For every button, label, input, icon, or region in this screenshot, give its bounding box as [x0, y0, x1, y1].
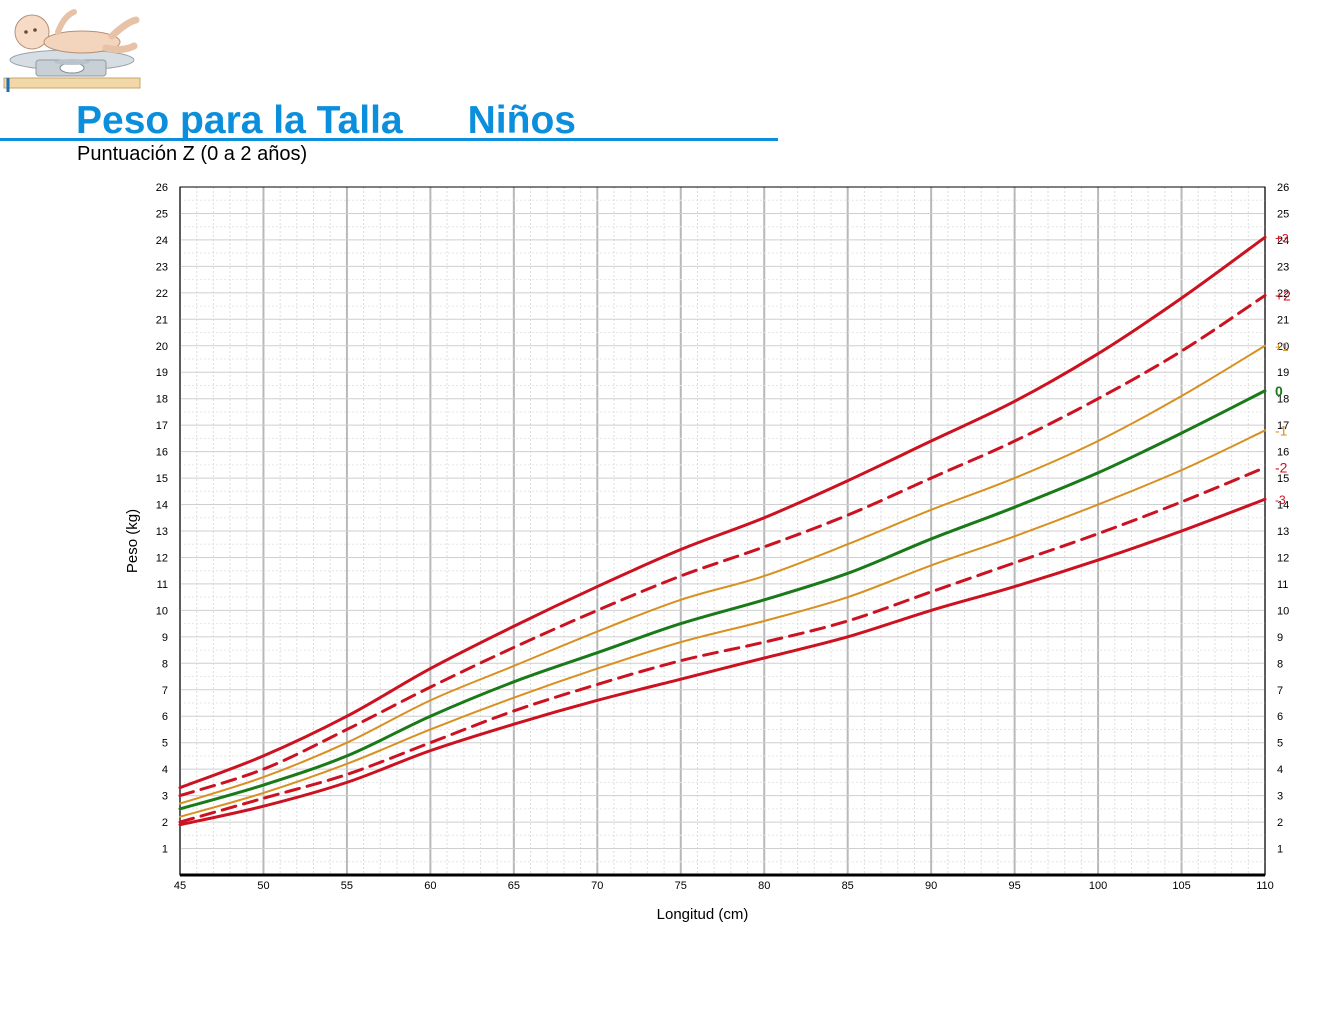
y-tick-label-left: 24	[156, 235, 168, 247]
series-label: +2	[1275, 287, 1291, 303]
x-tick-label: 65	[508, 880, 520, 892]
y-tick-label-left: 5	[162, 738, 168, 750]
x-tick-label: 100	[1089, 880, 1107, 892]
x-axis-label: Longitud (cm)	[657, 906, 749, 923]
y-tick-label-right: 22	[1277, 288, 1289, 300]
y-tick-label-right: 4	[1277, 764, 1283, 776]
y-tick-label-right: 5	[1277, 738, 1283, 750]
y-tick-label-left: 8	[162, 658, 168, 670]
y-tick-label-right: 3	[1277, 791, 1283, 803]
y-tick-label-right: 6	[1277, 711, 1283, 723]
series-label: +3	[1275, 231, 1289, 245]
y-tick-label-right: 15	[1277, 473, 1289, 485]
page-subtitle: Puntuación Z (0 a 2 años)	[77, 143, 308, 165]
y-tick-label-left: 7	[162, 685, 168, 697]
x-tick-label: 105	[1172, 880, 1190, 892]
x-tick-label: 75	[675, 880, 687, 892]
y-tick-label-left: 18	[156, 394, 168, 406]
series-line	[179, 429, 1266, 818]
baby-on-scale-icon	[3, 9, 141, 92]
y-tick-label-left: 23	[156, 261, 168, 273]
y-tick-label-left: 19	[156, 367, 168, 379]
y-tick-label-left: 21	[156, 314, 168, 326]
y-axis-label: Peso (kg)	[124, 509, 141, 573]
y-tick-label-left: 6	[162, 711, 168, 723]
y-tick-label-left: 26	[156, 182, 168, 194]
y-tick-label-right: 9	[1277, 632, 1283, 644]
series-label: 0	[1275, 383, 1283, 399]
y-tick-label-left: 17	[156, 420, 168, 432]
x-tick-label: 60	[424, 880, 436, 892]
series-line	[178, 235, 1267, 790]
y-tick-label-left: 22	[156, 288, 168, 300]
title-underline	[0, 138, 778, 141]
series-line	[178, 465, 1267, 824]
y-tick-label-right: 19	[1277, 367, 1289, 379]
series-line	[178, 497, 1267, 827]
series-label: -3	[1275, 493, 1286, 507]
y-tick-label-left: 9	[162, 632, 168, 644]
y-tick-label-left: 4	[162, 764, 168, 776]
y-tick-label-right: 10	[1277, 605, 1289, 617]
y-tick-label-left: 25	[156, 208, 168, 220]
x-tick-label: 95	[1008, 880, 1020, 892]
y-tick-label-left: 12	[156, 552, 168, 564]
x-tick-label: 110	[1256, 880, 1274, 892]
y-tick-label-left: 16	[156, 447, 168, 459]
y-tick-label-left: 10	[156, 605, 168, 617]
y-tick-label-left: 13	[156, 526, 168, 538]
x-tick-label: 70	[591, 880, 603, 892]
y-tick-label-right: 12	[1277, 552, 1289, 564]
series-line	[178, 293, 1267, 798]
y-tick-label-right: 17	[1277, 420, 1289, 432]
y-tick-label-right: 7	[1277, 685, 1283, 697]
y-tick-label-right: 21	[1277, 314, 1289, 326]
y-tick-label-right: 14	[1277, 500, 1289, 512]
series-label: -1	[1275, 422, 1288, 438]
y-tick-label-right: 11	[1277, 579, 1288, 591]
y-tick-label-right: 16	[1277, 447, 1289, 459]
x-tick-label: 45	[174, 880, 186, 892]
y-tick-label-right: 24	[1277, 235, 1289, 247]
z-score-curves	[178, 235, 1267, 827]
series-line	[178, 389, 1267, 811]
y-tick-label-left: 2	[162, 817, 168, 829]
y-tick-label-right: 23	[1277, 261, 1289, 273]
y-tick-label-right: 18	[1277, 394, 1289, 406]
series-label: +1	[1275, 340, 1289, 354]
y-tick-label-left: 3	[162, 791, 168, 803]
series-label: -2	[1275, 459, 1288, 475]
x-tick-label: 50	[257, 880, 269, 892]
y-tick-label-left: 20	[156, 341, 168, 353]
y-tick-label-left: 14	[156, 500, 168, 512]
y-tick-label-right: 2	[1277, 817, 1283, 829]
y-tick-label-right: 13	[1277, 526, 1289, 538]
x-tick-label: 55	[341, 880, 353, 892]
y-tick-label-left: 1	[162, 844, 168, 856]
x-tick-label: 85	[842, 880, 854, 892]
x-tick-label: 80	[758, 880, 770, 892]
y-tick-label-right: 25	[1277, 208, 1289, 220]
y-tick-label-left: 11	[157, 579, 168, 591]
y-tick-label-right: 8	[1277, 658, 1283, 670]
y-tick-label-left: 15	[156, 473, 168, 485]
series-line	[179, 344, 1266, 805]
y-tick-label-right: 1	[1277, 844, 1283, 856]
y-tick-label-right: 20	[1277, 341, 1289, 353]
x-tick-label: 90	[925, 880, 937, 892]
y-tick-label-right: 26	[1277, 182, 1289, 194]
page-title: Peso para la Talla Niños	[76, 99, 576, 142]
